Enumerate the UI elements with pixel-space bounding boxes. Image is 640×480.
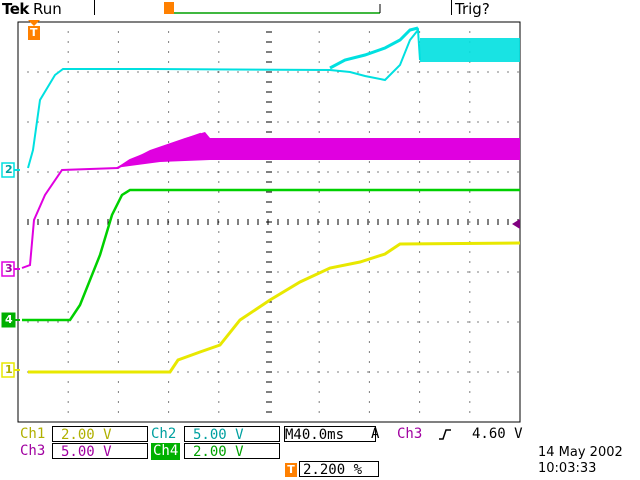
ch1-marker-icon[interactable] — [1, 362, 20, 378]
ch4-waveform — [22, 188, 520, 322]
trigger-offset-marker: T — [285, 463, 297, 477]
acquisition-state: Run — [33, 0, 62, 18]
trigger-source[interactable]: Ch3 — [397, 426, 423, 442]
brand-logo: Tek — [2, 0, 29, 18]
ch2-marker-label: 2 — [5, 163, 13, 176]
datetime: 14 May 2002 10:03:33 — [538, 445, 623, 477]
ch2-marker-icon[interactable] — [1, 162, 20, 178]
date-text: 14 May 2002 — [538, 445, 623, 460]
graticule-dots — [17, 21, 519, 423]
trigger-position-icon[interactable] — [28, 20, 40, 40]
ch1-label[interactable]: Ch1 — [20, 426, 46, 442]
ch2-scale[interactable]: 5.00 V — [184, 426, 280, 443]
ch3-label[interactable]: Ch3 — [20, 443, 46, 459]
time-text: 10:03:33 — [538, 461, 597, 476]
rising-edge-icon — [437, 426, 453, 443]
ch2-label[interactable]: Ch2 — [151, 426, 177, 442]
ch1-scale[interactable]: 2.00 V — [52, 426, 148, 443]
ch4-label[interactable]: Ch4 — [151, 443, 181, 460]
ch4-scale[interactable]: 2.00 V — [184, 443, 280, 460]
ch3-scale[interactable]: 5.00 V — [52, 443, 148, 460]
trigger-status: Trig? — [455, 0, 490, 18]
timebase-readout[interactable]: M40.0ms — [284, 426, 376, 443]
ch3-marker-label: 3 — [5, 262, 13, 275]
trigger-level[interactable]: 4.60 V — [472, 426, 523, 442]
ch4-marker-icon[interactable] — [1, 312, 20, 328]
ch4-marker-label: 4 — [5, 313, 13, 326]
status-divider — [94, 0, 95, 15]
ch2-waveform — [27, 26, 520, 169]
ch1-waveform — [28, 241, 521, 374]
record-view-bar — [164, 2, 381, 14]
trigger-offset-readout[interactable]: 2.200 % — [299, 461, 379, 478]
ch3-marker-icon[interactable] — [1, 261, 20, 277]
status-divider — [451, 0, 452, 15]
trigger-level-icon — [512, 219, 520, 229]
ch3-waveform — [21, 132, 520, 269]
trigger-mode: A — [371, 426, 380, 442]
trigger-position-label: T — [30, 26, 38, 39]
ch1-marker-label: 1 — [5, 363, 13, 376]
